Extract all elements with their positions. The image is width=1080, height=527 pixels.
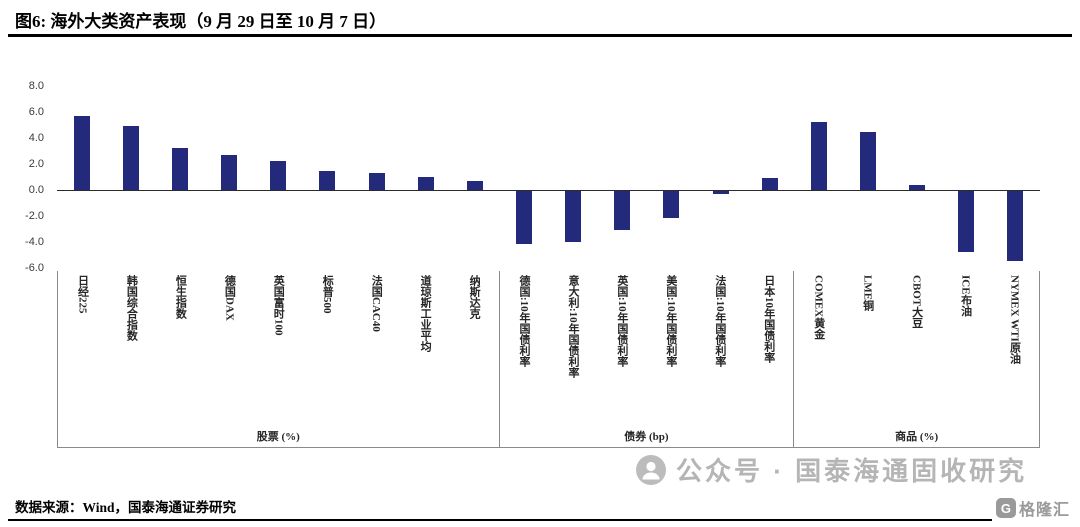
category-label: CBOT大豆 <box>910 275 923 329</box>
category-label: 纳斯达克 <box>468 275 481 319</box>
y-tick-label: -2.0 <box>25 210 44 222</box>
bar <box>319 170 336 190</box>
bar <box>712 191 729 194</box>
bar <box>958 191 975 253</box>
category-axis: 日经225 韩国综合指数 恒生指数 德国DAX 英国富时100 标普500 法国CAC40 道… <box>57 271 1040 448</box>
wechat-official-account-icon <box>636 454 666 485</box>
bar <box>270 161 287 190</box>
category-label: 英国富时100 <box>272 275 285 336</box>
category-label: 美国:10年国债利率 <box>664 275 677 367</box>
watermark: 公众号 · 国泰海通固收研究 <box>636 451 1027 488</box>
axis-group: COMEX黄金 LME铜 CBOT大豆 ICE布油 NYMEX WTI原油商品 (%) <box>793 271 1040 447</box>
bar <box>171 148 188 190</box>
category-label: 法国CAC40 <box>370 275 383 332</box>
gelonghui-logo-text: 格隆汇 <box>1018 502 1070 519</box>
y-tick-label: -4.0 <box>25 236 44 248</box>
footer-divider <box>8 519 1072 521</box>
bars-row <box>57 86 1040 268</box>
bar <box>761 178 778 190</box>
zero-axis-line <box>57 190 1040 191</box>
bar-group <box>794 86 1040 268</box>
group-label: 股票 (%) <box>256 431 300 443</box>
group-label: 商品 (%) <box>895 431 939 443</box>
category-label: NYMEX WTI原油 <box>1008 275 1021 364</box>
axis-group: 德国:10年国债利率 意大利:10年国债利率 英国:10年国债利率 美国:10年国债利… <box>498 271 794 447</box>
category-label: 英国:10年国债利率 <box>615 275 628 367</box>
bar <box>663 191 680 219</box>
bar <box>565 191 582 242</box>
bar-group <box>499 86 794 268</box>
y-tick-label: 8.0 <box>28 80 44 92</box>
category-label: 法国:10年国债利率 <box>713 275 726 367</box>
bar-group <box>57 86 499 268</box>
y-tick-label: 6.0 <box>28 106 44 118</box>
bar <box>859 131 876 190</box>
bar <box>221 154 238 190</box>
bar <box>73 115 90 190</box>
y-tick-label: 0.0 <box>28 184 44 196</box>
bar <box>368 173 385 190</box>
category-label: 德国:10年国债利率 <box>518 275 531 367</box>
group-label: 债券 (bp) <box>624 431 669 443</box>
bar <box>810 122 827 190</box>
bar <box>122 126 139 190</box>
bar <box>909 184 926 190</box>
category-label: COMEX黄金 <box>812 275 825 340</box>
plot-area <box>57 86 1040 268</box>
data-source: 数据来源：Wind，国泰海通证券研究 <box>15 500 237 515</box>
header-divider <box>8 34 1072 37</box>
bar <box>466 180 483 190</box>
category-label: 日本10年国债利率 <box>762 275 775 363</box>
category-label: 日经225 <box>76 275 89 314</box>
bar <box>614 191 631 230</box>
category-label: 道琼斯工业平均 <box>419 275 432 352</box>
category-label: ICE布油 <box>959 275 972 317</box>
category-label: 恒生指数 <box>174 275 187 319</box>
category-label: 韩国综合指数 <box>125 275 138 341</box>
y-tick-label: 2.0 <box>28 158 44 170</box>
bar <box>515 191 532 245</box>
category-label: 德国DAX <box>223 275 236 321</box>
axis-group: 日经225 韩国综合指数 恒生指数 德国DAX 英国富时100 标普500 法国CAC40 道… <box>57 271 499 447</box>
gelonghui-logo: G 格隆汇 <box>991 494 1074 522</box>
category-label: 标普500 <box>321 275 334 314</box>
y-tick-label: -6.0 <box>25 262 44 274</box>
gelonghui-icon: G <box>995 498 1016 518</box>
bar <box>417 177 434 190</box>
watermark-text: 公众号 · 国泰海通固收研究 <box>676 456 1028 486</box>
bar <box>1007 191 1024 262</box>
category-label: LME铜 <box>861 275 874 312</box>
y-tick-label: 4.0 <box>28 132 44 144</box>
category-label: 意大利:10年国债利率 <box>566 275 579 378</box>
y-axis: 8.0 6.0 4.0 2.0 0.0 -2.0 -4.0 -6.0 <box>0 80 48 274</box>
figure-title: 图6: 海外大类资产表现（9 月 29 日至 10 月 7 日） <box>15 12 387 31</box>
